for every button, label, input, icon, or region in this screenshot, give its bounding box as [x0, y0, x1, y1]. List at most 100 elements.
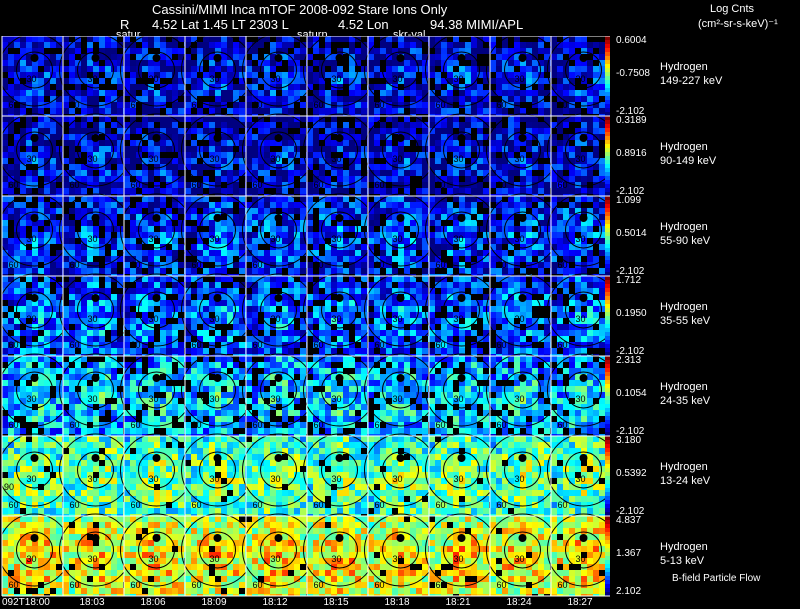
contour-label-60: 60: [253, 500, 263, 510]
colorbar-max-label: 1.099: [616, 195, 641, 206]
planet-marker: [31, 294, 39, 302]
planet-marker: [31, 454, 39, 462]
planet-marker: [214, 214, 222, 222]
band-energy-label: 149-227 keV: [660, 74, 722, 88]
planet-marker: [580, 294, 588, 302]
colorbar-r0: [605, 36, 610, 117]
planet-marker: [458, 294, 466, 302]
contour-label-60: 60: [70, 180, 80, 190]
contour-label-30: 30: [271, 234, 281, 244]
units-subtitle: (cm²-sr-s-keV)⁻¹: [698, 17, 778, 30]
band-species-label: Hydrogen: [660, 540, 708, 554]
planet-marker: [397, 294, 405, 302]
time-label: 18:06: [141, 597, 166, 608]
contour-label-30: 30: [210, 314, 220, 324]
contour-label-30: 30: [149, 394, 159, 404]
contour-label-30: 30: [576, 554, 586, 564]
contour-label-60: 60: [497, 500, 507, 510]
contour-label-60: 60: [70, 340, 80, 350]
contour-label-60: 60: [253, 180, 263, 190]
colorbar-mid-label: 0.1054: [616, 388, 647, 399]
contour-label-60: 60: [497, 340, 507, 350]
band-energy-label: 13-24 keV: [660, 474, 710, 488]
contour-label-30: 30: [454, 394, 464, 404]
contour-label-60: 60: [558, 580, 568, 590]
contour-label-30: 30: [88, 554, 98, 564]
planet-marker: [580, 374, 588, 382]
contour-label-60: 60: [192, 100, 202, 110]
planet-marker: [397, 214, 405, 222]
contour-label-60: 60: [253, 100, 263, 110]
contour-label-30: 30: [88, 74, 98, 84]
planet-marker: [397, 534, 405, 542]
contour-label-60: 60: [9, 340, 19, 350]
planet-marker: [153, 134, 161, 142]
contour-label-60: 60: [192, 500, 202, 510]
contour-label-60: 60: [314, 180, 324, 190]
planet-marker: [336, 214, 344, 222]
panel-r6-c9: 30 60: [548, 514, 611, 596]
band-energy-label: 90-149 keV: [660, 154, 716, 168]
contour-label-60: 60: [131, 100, 141, 110]
contour-label-30: 30: [271, 554, 281, 564]
planet-marker: [519, 374, 527, 382]
contour-label-30: 30: [576, 74, 586, 84]
contour-label-60: 60: [9, 420, 19, 430]
planet-marker: [397, 54, 405, 62]
colorbar-mid-label: 0.5014: [616, 228, 647, 239]
planet-marker: [519, 214, 527, 222]
contour-label-60: 60: [131, 500, 141, 510]
contour-label-60: 60: [9, 580, 19, 590]
contour-label-60: 60: [375, 580, 385, 590]
planet-marker: [92, 294, 100, 302]
planet-marker: [580, 534, 588, 542]
units-title: Log Cnts: [710, 3, 754, 15]
contour-label-30: 30: [27, 154, 37, 164]
contour-label-60: 60: [131, 340, 141, 350]
planet-marker: [153, 374, 161, 382]
contour-label-60: 60: [9, 500, 19, 510]
contour-label-60: 60: [253, 340, 263, 350]
contour-label-60: 60: [70, 100, 80, 110]
planet-marker: [397, 374, 405, 382]
time-label: 18:15: [324, 597, 349, 608]
planet-marker: [458, 534, 466, 542]
contour-label-60: 60: [558, 340, 568, 350]
contour-label-30: 30: [27, 554, 37, 564]
contour-label-60: 60: [436, 340, 446, 350]
contour-label-60: 60: [375, 260, 385, 270]
contour-label-60: 60: [436, 260, 446, 270]
contour-label-60: 60: [9, 260, 19, 270]
contour-label-30: 30: [271, 394, 281, 404]
contour-label-60: 60: [70, 420, 80, 430]
planet-marker: [336, 534, 344, 542]
time-label: 18:21: [446, 597, 471, 608]
contour-label-60: 60: [436, 180, 446, 190]
time-label: 092T18:00: [2, 597, 50, 608]
time-label: 18:24: [507, 597, 532, 608]
planet-marker: [275, 534, 283, 542]
colorbar-max-label: 0.3189: [616, 115, 647, 126]
colorbar-max-label: 3.180: [616, 435, 641, 446]
contour-label-30: 30: [88, 154, 98, 164]
contour-label-60: 60: [436, 500, 446, 510]
planet-marker: [336, 374, 344, 382]
colorbar-mid-label: -0.7508: [616, 68, 650, 79]
contour-label-30: 30: [210, 554, 220, 564]
band-species-label: Hydrogen: [660, 460, 708, 474]
planet-marker: [336, 294, 344, 302]
contour-label-60: 60: [558, 500, 568, 510]
contour-label-60: 60: [192, 580, 202, 590]
contour-label-30: 30: [210, 394, 220, 404]
contour-label-60: 60: [314, 580, 324, 590]
planet-marker: [458, 54, 466, 62]
planet-marker: [336, 54, 344, 62]
contour-label-30: 30: [454, 554, 464, 564]
contour-label-60: 60: [497, 100, 507, 110]
planet-marker: [580, 454, 588, 462]
planet-marker: [580, 214, 588, 222]
contour-label-30: 30: [332, 394, 342, 404]
contour-label-60: 60: [192, 420, 202, 430]
